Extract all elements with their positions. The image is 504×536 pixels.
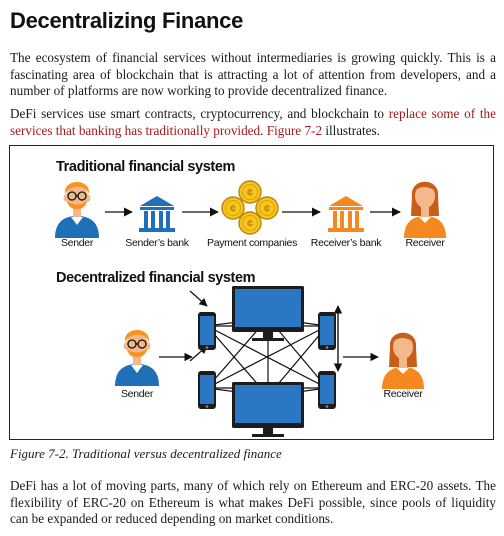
sender-icon-decentralized xyxy=(114,329,160,387)
section-heading: Decentralizing Finance xyxy=(10,8,244,33)
decentralized-system-title: Decentralized financial system xyxy=(56,270,255,286)
receiver-icon-decentralized xyxy=(382,332,424,389)
node-phone-left-top-icon xyxy=(198,312,216,350)
node-phone-right-top-icon xyxy=(318,312,336,350)
sender-label: Sender xyxy=(61,237,94,249)
sender-icon xyxy=(54,181,100,239)
paragraph-text: DeFi services use smart contracts, crypt… xyxy=(10,106,389,121)
defi-paragraph: DeFi services use smart contracts, crypt… xyxy=(10,106,496,139)
receiver-icon xyxy=(404,181,446,238)
defi-erc20-paragraph: DeFi has a lot of moving parts, many of … xyxy=(10,478,496,527)
coins-icon: ¢ ¢ ¢ ¢ xyxy=(221,180,279,235)
replace-services-link[interactable]: replace some of the services that bankin… xyxy=(10,106,497,138)
intro-paragraph: The ecosystem of financial services with… xyxy=(10,50,496,99)
node-monitor-bottom-icon xyxy=(232,382,304,437)
figure-7-2-link[interactable]: Figure 7-2 xyxy=(266,122,323,138)
node-monitor-top-icon xyxy=(232,286,304,341)
paragraph-text: illustrates. xyxy=(322,122,380,138)
node-phone-left-bottom-icon xyxy=(198,371,216,409)
figure-caption: Figure 7-2. Traditional versus decentral… xyxy=(10,446,282,461)
svg-text:¢: ¢ xyxy=(247,187,253,199)
receivers-bank-icon xyxy=(328,196,364,232)
svg-text:¢: ¢ xyxy=(264,203,270,215)
senders-bank-label: Sender’s bank xyxy=(125,237,189,249)
traditional-system-title: Traditional financial system xyxy=(56,159,235,175)
sender-label-decentralized: Sender xyxy=(121,388,154,400)
payment-companies-label: Payment companies xyxy=(207,237,297,249)
receivers-bank-label: Receiver’s bank xyxy=(311,237,382,249)
side-arrows xyxy=(159,290,379,372)
svg-text:¢: ¢ xyxy=(230,203,236,215)
paragraph-text: . xyxy=(260,122,267,138)
svg-text:¢: ¢ xyxy=(247,218,253,230)
receiver-label-decentralized: Receiver xyxy=(383,388,423,400)
senders-bank-icon xyxy=(139,196,175,232)
receiver-label: Receiver xyxy=(405,237,445,249)
node-phone-right-bottom-icon xyxy=(318,371,336,409)
figure-7-2: Traditional financial system ¢ ¢ ¢ ¢ Sen… xyxy=(9,145,494,440)
